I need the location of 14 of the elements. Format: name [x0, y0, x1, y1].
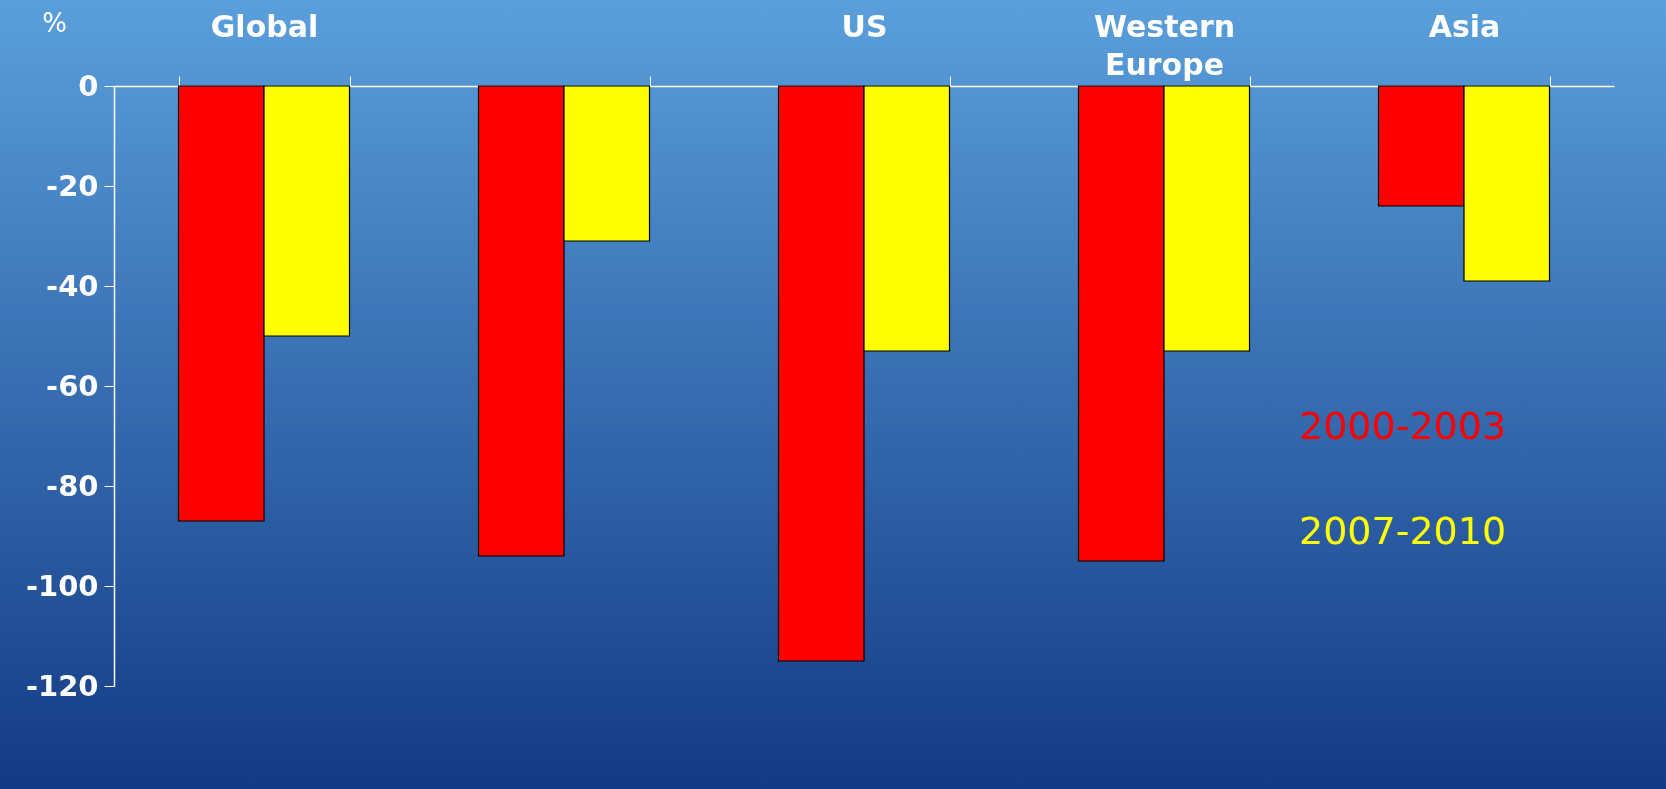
y-tick-label: -60 [46, 368, 99, 403]
y-tick-label: -120 [25, 668, 99, 703]
x-tick-label: US [841, 8, 888, 44]
y-tick-label: -100 [25, 568, 99, 603]
x-tick-label: Global [210, 8, 319, 44]
x-tick-label: Western Europe [1093, 8, 1236, 82]
y-tick-label: -80 [46, 468, 99, 503]
y-tick-label: -40 [46, 268, 99, 303]
y-axis-title: % [42, 7, 67, 38]
y-tick-label: -20 [46, 168, 99, 203]
x-tick-label: Asia [1428, 8, 1501, 44]
text: 2007-2010 [1299, 509, 1507, 553]
text: 2000-2003 [1299, 404, 1507, 448]
y-tick-label: 0 [78, 68, 99, 103]
